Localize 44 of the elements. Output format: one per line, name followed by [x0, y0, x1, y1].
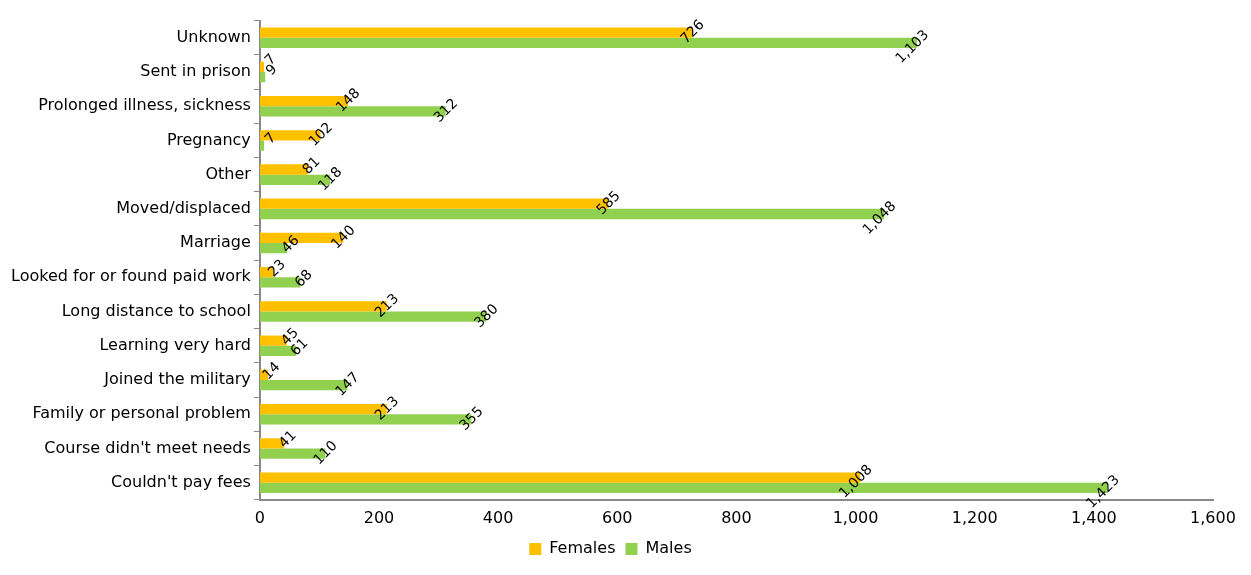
y-tick-label: Joined the military: [103, 369, 251, 389]
data-label: 46: [277, 231, 302, 256]
data-label: 102: [304, 118, 336, 149]
y-tick-label: Marriage: [180, 232, 251, 252]
y-tick-label: Prolonged illness, sickness: [38, 95, 251, 115]
data-label: 81: [298, 152, 323, 177]
y-tick-label: Looked for or found paid work: [11, 266, 252, 286]
data-label: 585: [592, 187, 623, 218]
x-tick-label: 800: [721, 507, 752, 527]
data-label: 41: [274, 426, 299, 451]
x-tick-label: 1,000: [832, 507, 879, 527]
x-tick-label: 1,600: [1190, 507, 1236, 527]
y-tick-label: Course didn't meet needs: [44, 437, 251, 457]
data-label: 14: [258, 358, 283, 383]
y-tick-label: Sent in prison: [140, 61, 251, 81]
data-label: 7: [260, 129, 279, 147]
x-tick-label: 600: [602, 507, 633, 527]
bar: [259, 61, 265, 72]
legend-label: Males: [645, 538, 692, 558]
y-tick-label: Learning very hard: [99, 334, 251, 354]
data-label: 23: [264, 255, 289, 280]
y-tick-label: Family or personal problem: [32, 403, 251, 423]
data-label: 148: [332, 84, 363, 115]
bar: [259, 140, 265, 151]
y-tick-label: Moved/displaced: [116, 198, 251, 218]
x-tick-label: 1,200: [951, 507, 998, 527]
y-tick-label: Pregnancy: [166, 129, 251, 149]
x-tick-label: 1,400: [1070, 507, 1117, 527]
y-tick-label: Other: [205, 163, 252, 183]
data-label: 726: [676, 16, 707, 47]
y-tick-label: Unknown: [176, 26, 251, 46]
y-tick-label: Couldn't pay fees: [111, 471, 251, 491]
x-tick-label: 200: [363, 507, 395, 527]
x-tick-label: 400: [482, 507, 514, 527]
y-tick-label: Long distance to school: [61, 300, 251, 320]
data-label: 140: [327, 221, 358, 252]
data-label: 110: [309, 437, 340, 468]
data-label: 213: [371, 289, 402, 321]
data-label: 312: [430, 94, 461, 126]
data-label: 380: [470, 300, 501, 331]
data-label: 68: [291, 265, 315, 290]
x-tick-label: 0: [254, 507, 265, 527]
legend-label: Females: [549, 538, 616, 558]
bar: [259, 71, 266, 83]
